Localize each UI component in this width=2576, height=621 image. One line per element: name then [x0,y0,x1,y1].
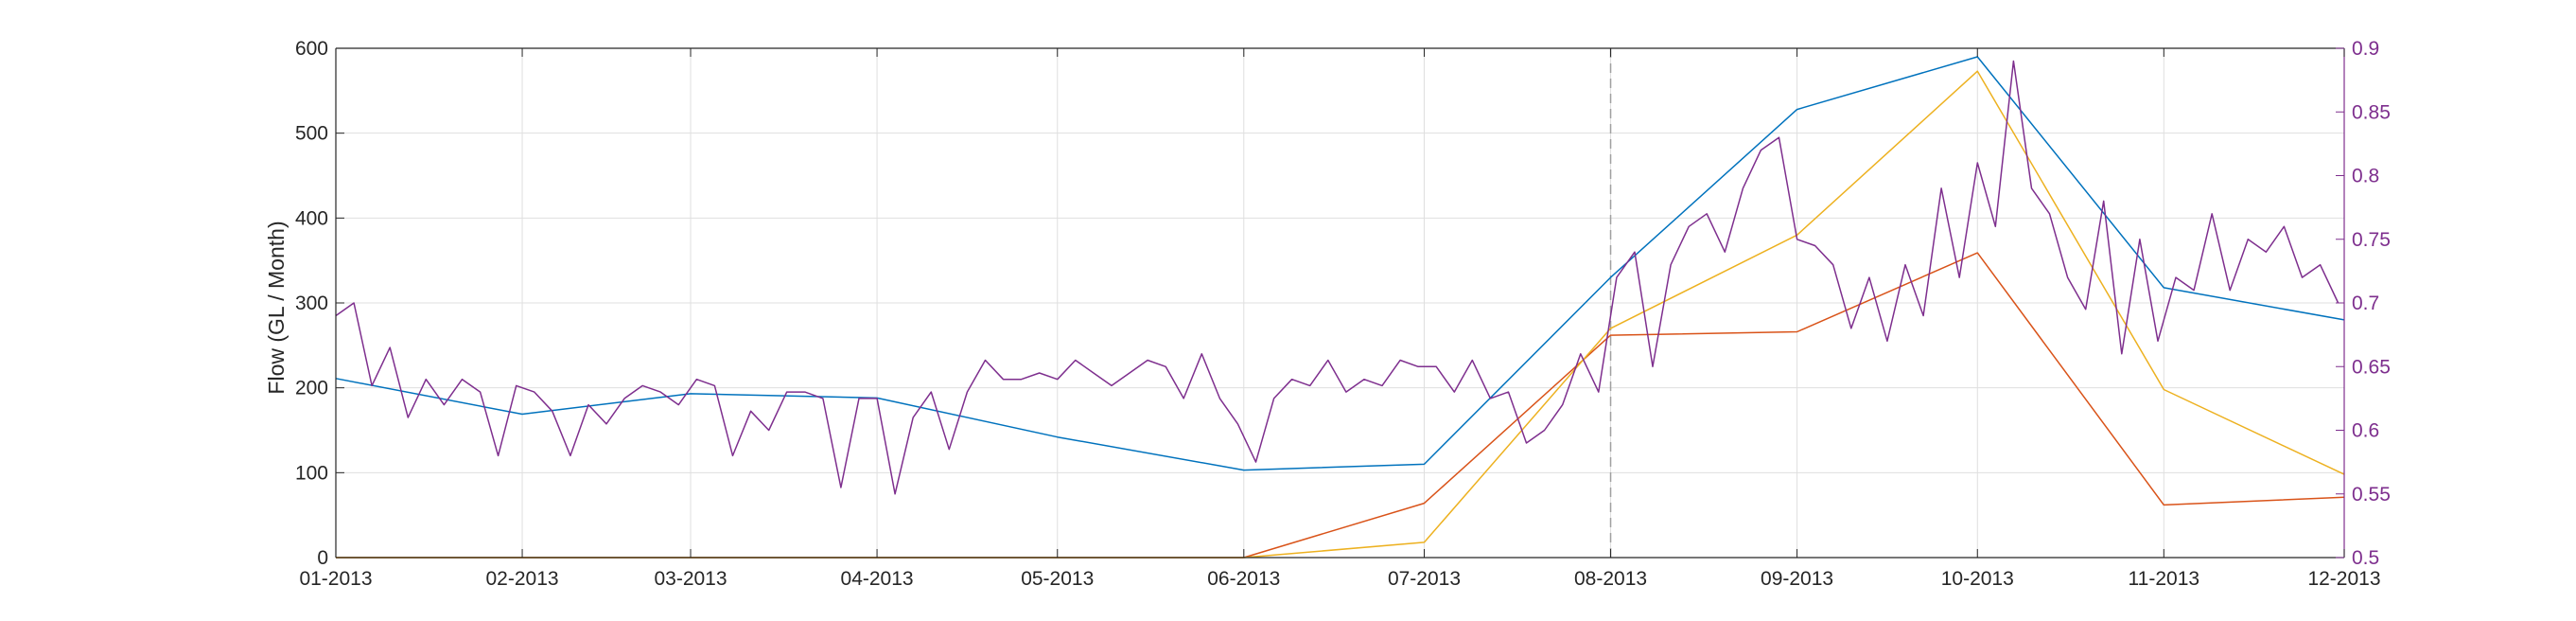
y-right-tick-label: 0.9 [2352,38,2379,60]
x-tick-label: 10-2013 [1941,568,2014,590]
y-left-tick-label: 500 [295,123,328,145]
x-tick-label: 03-2013 [654,568,727,590]
x-tick-label: 04-2013 [841,568,914,590]
series-line-3 [335,60,2339,495]
x-tick-label: 02-2013 [486,568,559,590]
y-axis-left-title: Flow (GL / Month) [264,221,289,394]
y-right-tick-label: 0.8 [2352,166,2379,187]
y-right-tick-label: 0.6 [2352,420,2379,442]
x-tick-label: 12-2013 [2307,568,2380,590]
x-tick-label: 08-2013 [1574,568,1647,590]
x-tick-label: 11-2013 [2129,568,2200,590]
y-left-tick-label: 400 [295,207,328,229]
y-right-axis-ticks: 0.5 0.55 0.6 0.65 0.7 0.75 0.8 0.85 0.9 [2336,38,2391,569]
y-left-tick-label: 0 [317,547,328,569]
x-tick-label: 09-2013 [1761,568,1833,590]
x-tick-label: 06-2013 [1207,568,1280,590]
series-line-0 [335,56,2345,471]
grid-lines [335,47,2345,559]
x-axis-ticks: 01-2013 02-2013 03-2013 04-2013 05-2013 06-20… [299,48,2381,590]
y-right-tick-label: 0.5 [2352,547,2379,569]
x-tick-label: 05-2013 [1021,568,1094,590]
y-right-tick-label: 0.7 [2352,293,2379,314]
y-right-tick-label: 0.75 [2352,229,2391,251]
y-left-tick-label: 200 [295,378,328,399]
x-tick-label: 07-2013 [1388,568,1461,590]
y-right-tick-label: 0.55 [2352,484,2391,506]
y-right-tick-label: 0.85 [2352,101,2391,123]
y-right-tick-label: 0.65 [2352,356,2391,378]
x-tick-label: 01-2013 [299,568,372,590]
y-left-tick-label: 100 [295,462,328,484]
y-left-tick-label: 600 [295,38,328,60]
y-left-axis-ticks: 0 100 200 300 400 500 600 [295,38,344,569]
y-left-tick-label: 300 [295,293,328,314]
